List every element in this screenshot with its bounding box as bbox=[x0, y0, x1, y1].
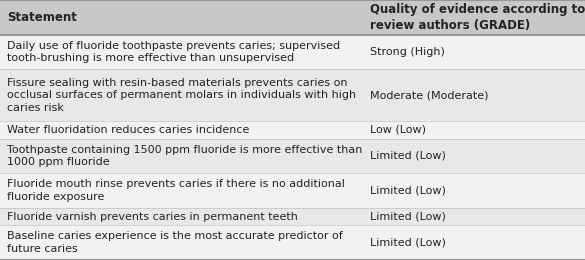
Text: Fluoride varnish prevents caries in permanent teeth: Fluoride varnish prevents caries in perm… bbox=[7, 212, 298, 222]
Text: Baseline caries experience is the most accurate predictor of
future caries: Baseline caries experience is the most a… bbox=[7, 231, 343, 254]
Text: Fluoride mouth rinse prevents caries if there is no additional
fluoride exposure: Fluoride mouth rinse prevents caries if … bbox=[7, 179, 345, 202]
Text: Moderate (Moderate): Moderate (Moderate) bbox=[370, 90, 488, 100]
Text: Limited (Low): Limited (Low) bbox=[370, 238, 446, 248]
Bar bbox=[0, 225, 585, 260]
Text: Strong (High): Strong (High) bbox=[370, 47, 445, 57]
Text: Limited (Low): Limited (Low) bbox=[370, 186, 446, 196]
Text: Fissure sealing with resin-based materials prevents caries on
occlusal surfaces : Fissure sealing with resin-based materia… bbox=[7, 78, 356, 113]
Bar bbox=[0, 0, 585, 35]
Text: Toothpaste containing 1500 ppm fluoride is more effective than
1000 ppm fluoride: Toothpaste containing 1500 ppm fluoride … bbox=[7, 145, 362, 167]
Bar bbox=[0, 69, 585, 121]
Bar bbox=[0, 35, 585, 69]
Text: Quality of evidence according to
review authors (GRADE): Quality of evidence according to review … bbox=[370, 3, 585, 32]
Text: Daily use of fluoride toothpaste prevents caries; supervised
tooth-brushing is m: Daily use of fluoride toothpaste prevent… bbox=[7, 41, 340, 63]
Bar bbox=[0, 121, 585, 139]
Text: Low (Low): Low (Low) bbox=[370, 125, 426, 135]
Text: Limited (Low): Limited (Low) bbox=[370, 212, 446, 222]
Text: Water fluoridation reduces caries incidence: Water fluoridation reduces caries incide… bbox=[7, 125, 249, 135]
Text: Statement: Statement bbox=[7, 11, 77, 24]
Text: Limited (Low): Limited (Low) bbox=[370, 151, 446, 161]
Bar bbox=[0, 208, 585, 225]
Bar bbox=[0, 173, 585, 208]
Bar bbox=[0, 139, 585, 173]
